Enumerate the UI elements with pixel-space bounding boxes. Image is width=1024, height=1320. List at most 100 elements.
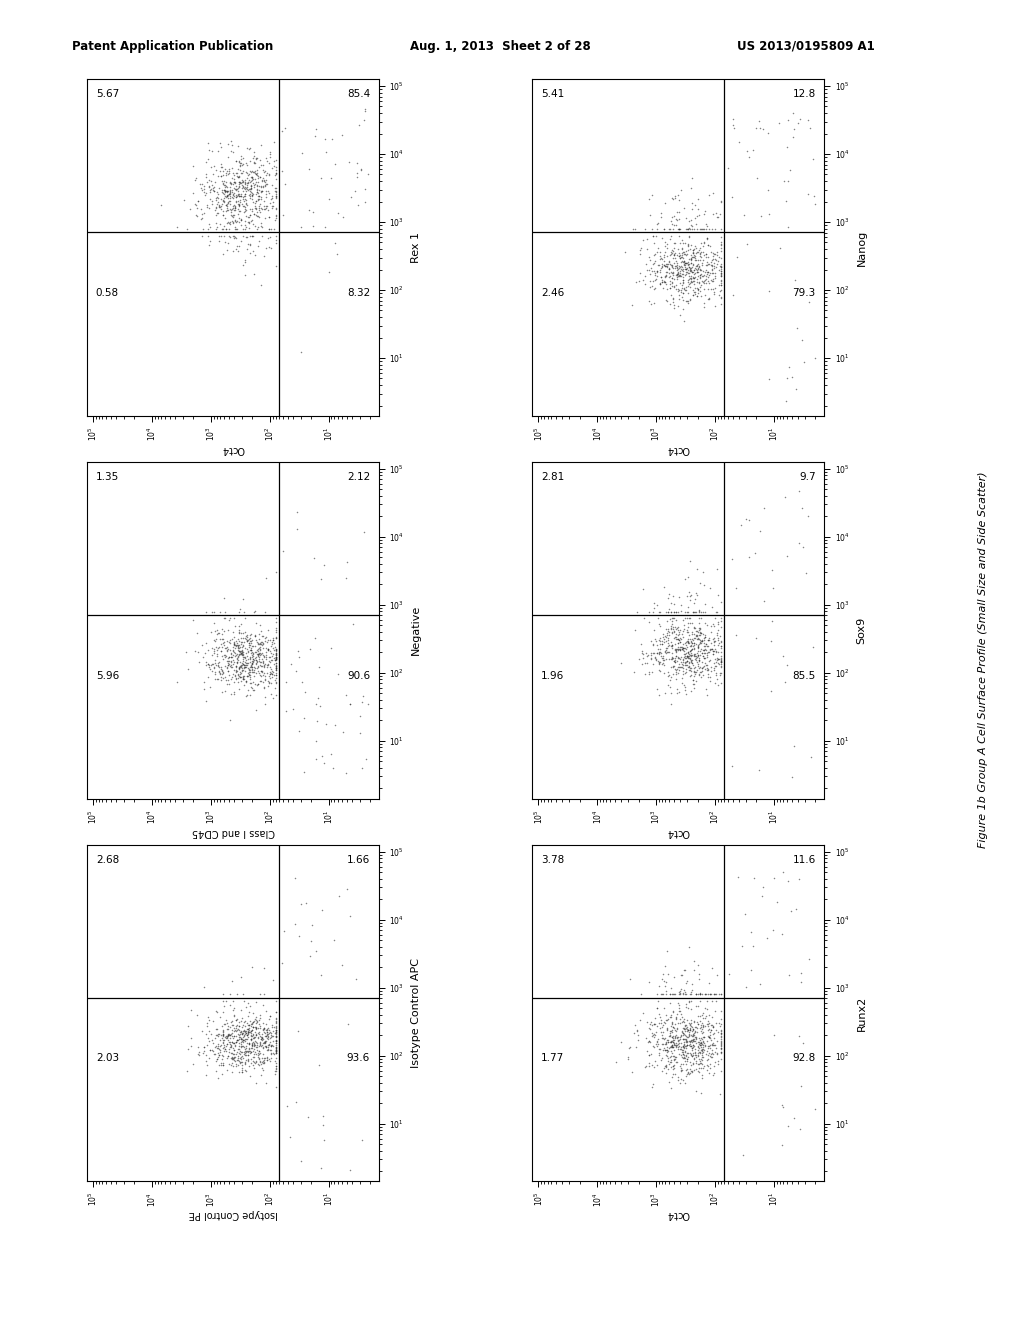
- Point: [290, 1020, 306, 1041]
- Point: [243, 187, 259, 209]
- Point: [210, 165, 226, 186]
- Point: [249, 182, 265, 203]
- Point: [234, 668, 251, 689]
- Point: [679, 290, 695, 312]
- Point: [700, 247, 717, 268]
- Point: [679, 631, 695, 652]
- Point: [679, 630, 695, 651]
- Point: [724, 548, 740, 569]
- Point: [691, 256, 708, 277]
- Point: [629, 1019, 645, 1040]
- Point: [705, 246, 721, 267]
- Point: [221, 1031, 238, 1052]
- Point: [209, 643, 225, 664]
- Point: [677, 632, 693, 653]
- Point: [248, 148, 264, 169]
- Point: [692, 624, 709, 645]
- Point: [263, 1043, 280, 1064]
- Point: [680, 1019, 696, 1040]
- Point: [219, 638, 236, 659]
- Point: [242, 673, 258, 694]
- Point: [245, 1055, 261, 1076]
- Point: [688, 1045, 705, 1067]
- Point: [200, 639, 216, 660]
- Point: [222, 214, 239, 235]
- Point: [199, 197, 215, 218]
- Point: [672, 631, 688, 652]
- Point: [668, 232, 684, 253]
- Point: [240, 663, 256, 684]
- Point: [244, 1012, 260, 1034]
- Point: [251, 156, 267, 177]
- Point: [253, 661, 269, 682]
- Point: [684, 1026, 700, 1047]
- Point: [250, 1023, 266, 1044]
- Point: [689, 624, 706, 645]
- Point: [209, 1002, 225, 1023]
- Point: [230, 668, 247, 689]
- Point: [683, 253, 699, 275]
- Point: [689, 260, 706, 281]
- Point: [229, 185, 246, 206]
- Point: [674, 1039, 690, 1060]
- Point: [230, 678, 247, 700]
- Point: [686, 1035, 702, 1056]
- Point: [209, 669, 225, 690]
- Point: [677, 676, 693, 697]
- Point: [222, 183, 239, 205]
- Point: [687, 649, 703, 671]
- Point: [660, 664, 677, 685]
- Point: [267, 618, 284, 639]
- Point: [713, 1024, 729, 1045]
- Point: [686, 1011, 702, 1032]
- Point: [673, 1003, 689, 1024]
- Point: [339, 879, 355, 900]
- Point: [255, 626, 271, 647]
- Point: [620, 1048, 636, 1069]
- Point: [223, 647, 240, 668]
- Point: [316, 1129, 333, 1150]
- Point: [659, 1038, 676, 1059]
- Point: [651, 1043, 668, 1064]
- Point: [664, 614, 680, 635]
- Point: [248, 1051, 264, 1072]
- Point: [684, 1053, 700, 1074]
- Point: [669, 210, 685, 231]
- Point: [242, 656, 258, 677]
- Point: [645, 634, 662, 655]
- Point: [686, 616, 702, 638]
- Point: [678, 1045, 694, 1067]
- Point: [742, 960, 759, 981]
- Point: [705, 643, 721, 664]
- Point: [221, 653, 238, 675]
- Point: [686, 271, 702, 292]
- Point: [657, 1032, 674, 1053]
- Point: [259, 1040, 275, 1061]
- Point: [251, 663, 267, 684]
- Point: [317, 216, 334, 238]
- Point: [234, 644, 251, 665]
- Point: [239, 137, 255, 158]
- Point: [238, 649, 254, 671]
- Point: [686, 281, 702, 302]
- Point: [713, 652, 729, 673]
- Point: [779, 110, 796, 131]
- Point: [680, 255, 696, 276]
- Point: [208, 628, 224, 649]
- Point: [664, 1014, 680, 1035]
- Point: [202, 182, 218, 203]
- Point: [670, 628, 686, 649]
- Point: [236, 218, 252, 239]
- Point: [217, 232, 233, 253]
- Point: [245, 648, 261, 669]
- Point: [219, 660, 236, 681]
- Point: [213, 224, 229, 246]
- Point: [694, 1007, 711, 1028]
- Point: [250, 1053, 266, 1074]
- Point: [261, 640, 278, 661]
- Point: [635, 648, 651, 669]
- Point: [667, 659, 683, 680]
- Point: [625, 218, 641, 239]
- Point: [232, 667, 249, 688]
- Point: [676, 1028, 692, 1049]
